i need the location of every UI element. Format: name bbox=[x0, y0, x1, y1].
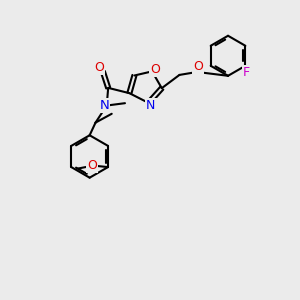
Text: O: O bbox=[94, 61, 104, 74]
Text: N: N bbox=[146, 99, 156, 112]
Text: O: O bbox=[150, 62, 160, 76]
Text: N: N bbox=[100, 99, 109, 112]
Text: O: O bbox=[193, 60, 202, 73]
Text: F: F bbox=[243, 66, 250, 79]
Text: O: O bbox=[87, 159, 97, 172]
